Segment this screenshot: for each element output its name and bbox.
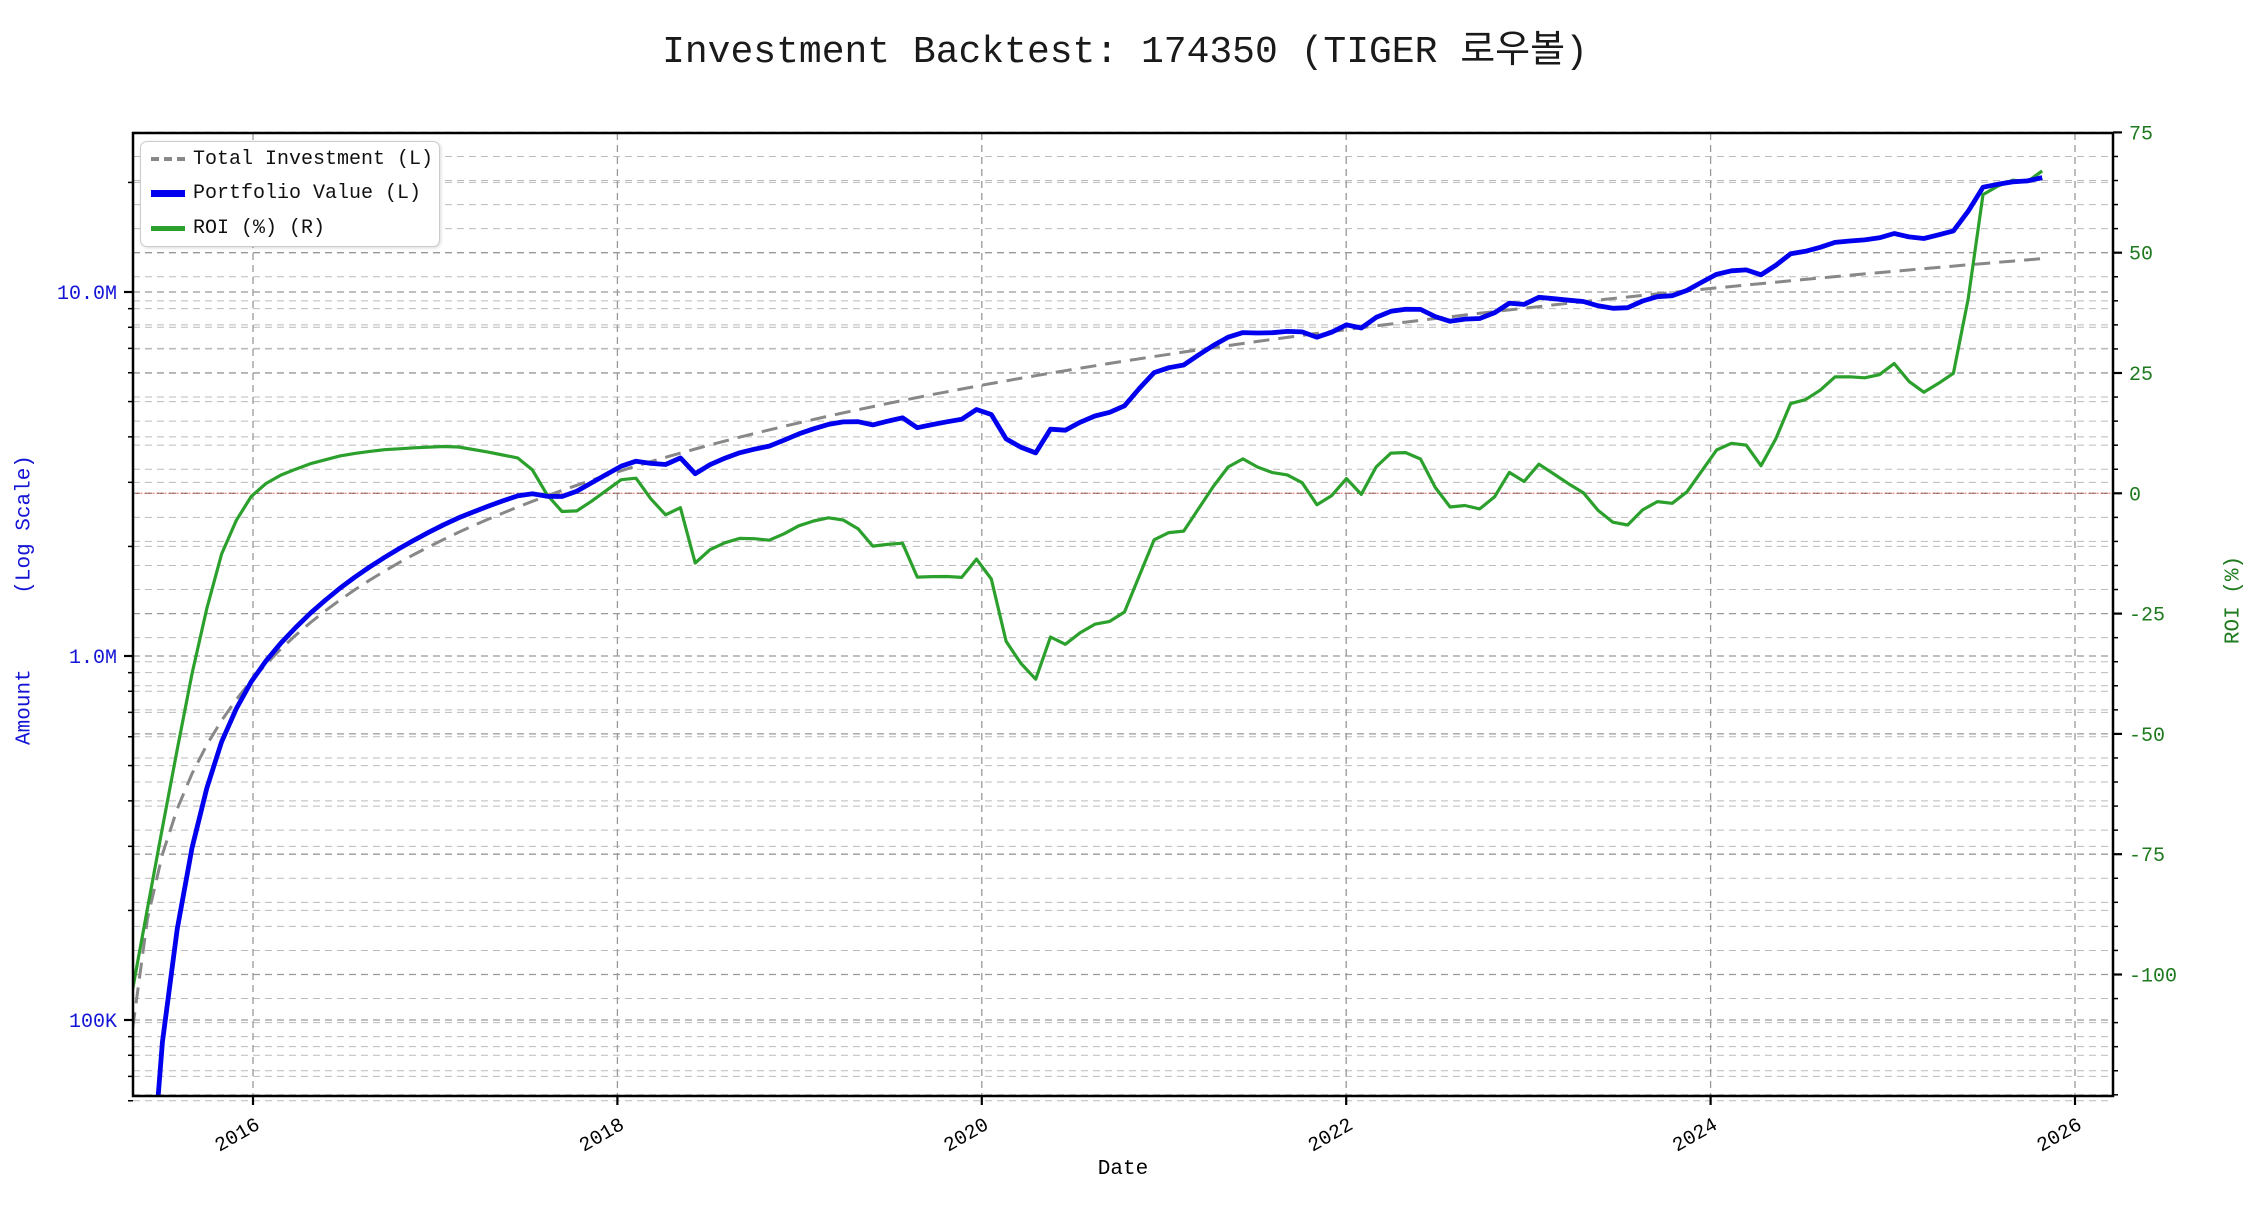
- svg-text:2026: 2026: [2033, 1114, 2086, 1158]
- svg-text:25: 25: [2129, 364, 2153, 387]
- svg-text:-100: -100: [2129, 966, 2177, 989]
- svg-text:100K: 100K: [69, 1011, 117, 1034]
- svg-text:-25: -25: [2129, 605, 2165, 628]
- svg-text:2020: 2020: [940, 1114, 993, 1158]
- svg-text:2016: 2016: [211, 1114, 264, 1158]
- svg-text:-50: -50: [2129, 725, 2165, 748]
- svg-text:50: 50: [2129, 244, 2153, 267]
- svg-text:2024: 2024: [1669, 1114, 1722, 1158]
- svg-text:-75: -75: [2129, 845, 2165, 868]
- svg-text:0: 0: [2129, 484, 2141, 507]
- svg-text:2018: 2018: [576, 1114, 629, 1158]
- svg-text:75: 75: [2129, 123, 2153, 146]
- svg-text:2022: 2022: [1305, 1114, 1358, 1158]
- svg-text:10.0M: 10.0M: [57, 283, 117, 306]
- svg-text:1.0M: 1.0M: [69, 647, 117, 670]
